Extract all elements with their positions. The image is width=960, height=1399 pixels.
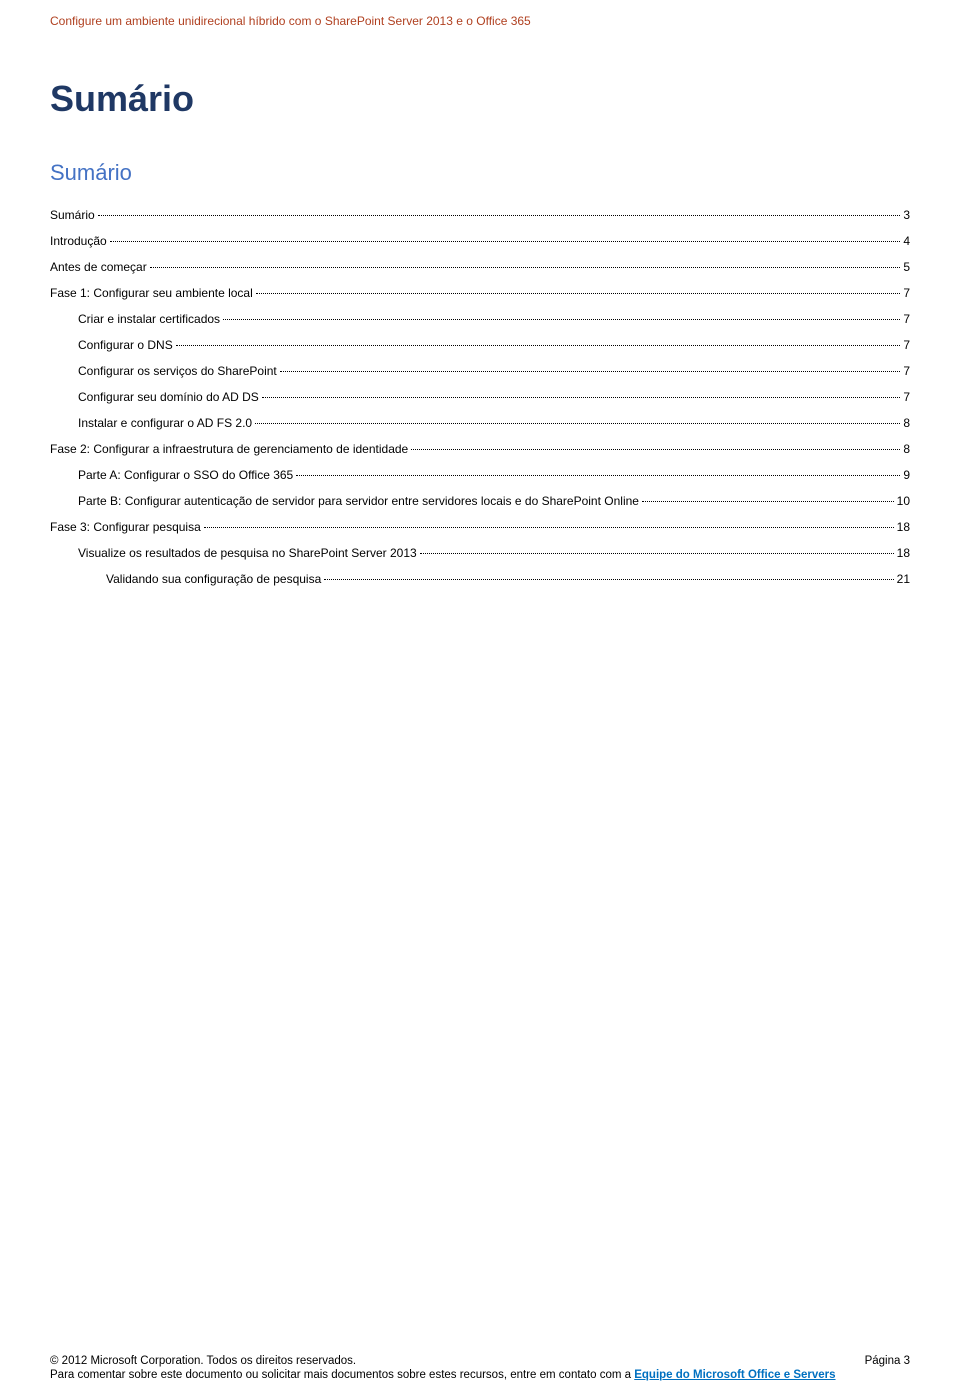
toc-entry[interactable]: Instalar e configurar o AD FS 2.0 8 — [50, 416, 910, 430]
toc-entry-label: Visualize os resultados de pesquisa no S… — [78, 546, 417, 560]
toc-entry-page: 7 — [903, 338, 910, 352]
toc-entry-label: Configurar seu domínio do AD DS — [78, 390, 259, 404]
toc-entry[interactable]: Configurar o DNS 7 — [50, 338, 910, 352]
toc-entry[interactable]: Configurar os serviços do SharePoint 7 — [50, 364, 910, 378]
toc-leader-dots — [176, 345, 901, 346]
toc-entry-page: 3 — [903, 208, 910, 222]
toc-leader-dots — [256, 293, 901, 294]
toc-leader-dots — [280, 371, 901, 372]
toc-entry[interactable]: Sumário 3 — [50, 208, 910, 222]
toc-entry-label: Antes de começar — [50, 260, 147, 274]
toc-entry-label: Fase 3: Configurar pesquisa — [50, 520, 201, 534]
section-title: Sumário — [50, 160, 910, 186]
toc-leader-dots — [642, 501, 894, 502]
toc-entry[interactable]: Visualize os resultados de pesquisa no S… — [50, 546, 910, 560]
footer-copyright: © 2012 Microsoft Corporation. Todos os d… — [50, 1355, 865, 1367]
toc-leader-dots — [223, 319, 900, 320]
footer-contact-text: Para comentar sobre este documento ou so… — [50, 1369, 634, 1381]
footer-page-number: Página 3 — [865, 1355, 910, 1367]
page-title: Sumário — [50, 78, 910, 120]
toc-leader-dots — [150, 267, 901, 268]
toc-entry-label: Introdução — [50, 234, 107, 248]
footer-contact: Para comentar sobre este documento ou so… — [50, 1369, 910, 1381]
toc-leader-dots — [255, 423, 900, 424]
toc-entry-label: Criar e instalar certificados — [78, 312, 220, 326]
toc-entry-label: Parte B: Configurar autenticação de serv… — [78, 494, 639, 508]
toc-entry[interactable]: Fase 2: Configurar a infraestrutura de g… — [50, 442, 910, 456]
toc-entry-page: 8 — [903, 442, 910, 456]
toc-entry-label: Instalar e configurar o AD FS 2.0 — [78, 416, 252, 430]
toc-entry-page: 7 — [903, 312, 910, 326]
toc-entry-page: 9 — [903, 468, 910, 482]
toc-leader-dots — [324, 579, 893, 580]
toc-entry-label: Parte A: Configurar o SSO do Office 365 — [78, 468, 293, 482]
toc-entry-page: 8 — [903, 416, 910, 430]
page-footer: © 2012 Microsoft Corporation. Todos os d… — [50, 1355, 910, 1381]
toc-entry[interactable]: Validando sua configuração de pesquisa 21 — [50, 572, 910, 586]
toc-leader-dots — [110, 241, 901, 242]
document-header: Configure um ambiente unidirecional híbr… — [50, 14, 910, 28]
toc-leader-dots — [98, 215, 901, 216]
toc-entry[interactable]: Fase 1: Configurar seu ambiente local 7 — [50, 286, 910, 300]
footer-team-link[interactable]: Equipe do Microsoft Office e Servers — [634, 1369, 835, 1381]
toc-entry-page: 7 — [903, 390, 910, 404]
toc-leader-dots — [262, 397, 901, 398]
table-of-contents: Sumário 3 Introdução 4 Antes de começar 5 Fase… — [50, 208, 910, 586]
toc-entry[interactable]: Criar e instalar certificados 7 — [50, 312, 910, 326]
toc-entry[interactable]: Parte A: Configurar o SSO do Office 365 9 — [50, 468, 910, 482]
toc-entry-page: 7 — [903, 364, 910, 378]
toc-entry-page: 4 — [903, 234, 910, 248]
toc-entry-label: Validando sua configuração de pesquisa — [106, 572, 321, 586]
toc-entry-label: Sumário — [50, 208, 95, 222]
toc-entry-page: 18 — [897, 520, 910, 534]
toc-entry-page: 10 — [897, 494, 910, 508]
toc-entry[interactable]: Parte B: Configurar autenticação de serv… — [50, 494, 910, 508]
toc-entry[interactable]: Introdução 4 — [50, 234, 910, 248]
toc-entry-page: 21 — [897, 572, 910, 586]
toc-leader-dots — [420, 553, 894, 554]
toc-entry-label: Fase 1: Configurar seu ambiente local — [50, 286, 253, 300]
toc-entry-label: Fase 2: Configurar a infraestrutura de g… — [50, 442, 408, 456]
toc-entry[interactable]: Fase 3: Configurar pesquisa 18 — [50, 520, 910, 534]
toc-entry[interactable]: Configurar seu domínio do AD DS 7 — [50, 390, 910, 404]
toc-entry-page: 18 — [897, 546, 910, 560]
toc-leader-dots — [204, 527, 894, 528]
toc-leader-dots — [411, 449, 900, 450]
toc-entry[interactable]: Antes de começar 5 — [50, 260, 910, 274]
toc-entry-page: 7 — [903, 286, 910, 300]
toc-entry-page: 5 — [903, 260, 910, 274]
toc-entry-label: Configurar os serviços do SharePoint — [78, 364, 277, 378]
toc-entry-label: Configurar o DNS — [78, 338, 173, 352]
toc-leader-dots — [296, 475, 900, 476]
